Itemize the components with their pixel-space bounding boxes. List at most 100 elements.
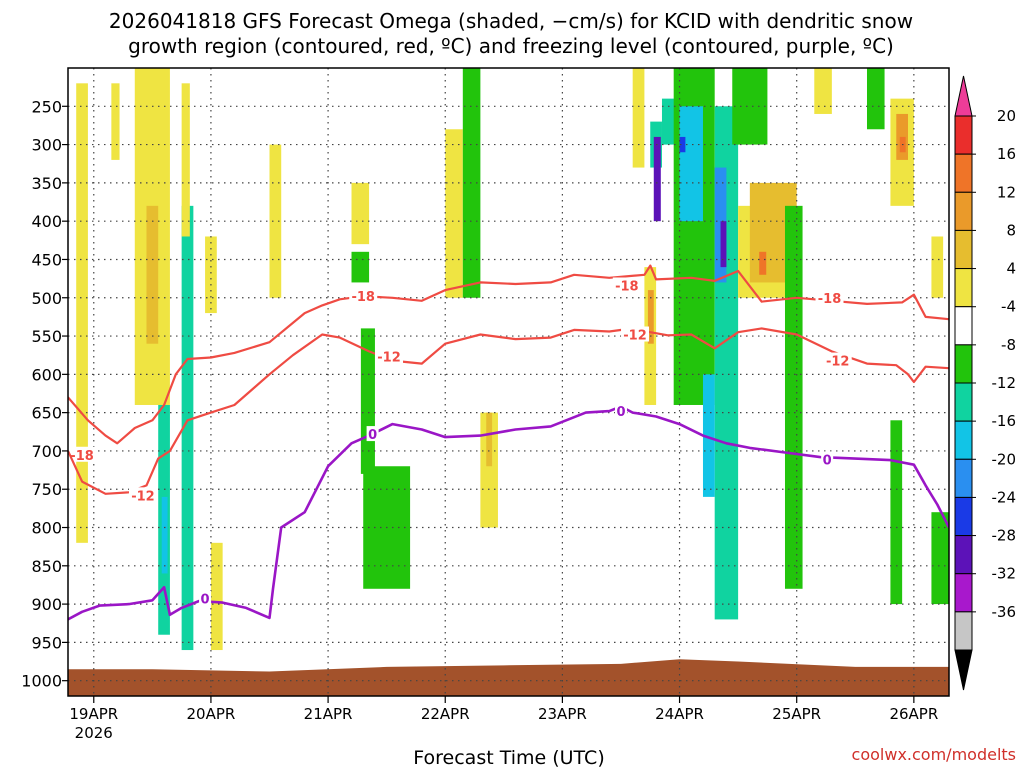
y-tick-label: 900	[31, 595, 62, 614]
omega-cell	[181, 83, 190, 237]
colorbar-label: 16	[997, 145, 1016, 163]
omega-shading	[68, 68, 949, 696]
y-tick-label: 500	[31, 289, 62, 308]
colorbar-segment	[954, 191, 973, 231]
colorbar-label: 20	[997, 107, 1016, 125]
omega-cell	[931, 512, 949, 605]
colorbar-segment	[954, 268, 973, 308]
x-tick-label: 23APR	[538, 705, 587, 723]
omega-cell	[351, 182, 370, 245]
omega-cell	[653, 136, 661, 222]
colorbar: 20 16 12 8 4 -4 -8 -12 -16 -20 -24 -28 -32 -36	[954, 75, 1017, 691]
y-tick-label: 250	[31, 97, 62, 116]
contours: -18 -18 -18 -18 -12 -12 -12 -12 0 0 0 0	[68, 264, 949, 621]
ground-surface	[68, 659, 949, 696]
y-tick-label: 650	[31, 404, 62, 423]
colorbar-segment	[954, 611, 973, 651]
contour-label: -12	[623, 329, 647, 344]
contour-label: 0	[201, 593, 210, 608]
y-tick-label: 450	[31, 250, 62, 269]
omega-cell	[351, 251, 370, 283]
omega-cell	[732, 68, 768, 145]
x-tick-label: 19APR	[69, 705, 118, 723]
contour-label-bg	[621, 326, 650, 342]
colorbar-label: -20	[992, 450, 1017, 468]
y-tick-label: 750	[31, 480, 62, 499]
contour-line	[68, 327, 949, 495]
x-tick-label: 22APR	[421, 705, 470, 723]
colorbar-top-arrow	[954, 75, 973, 117]
x-tick-label: 25APR	[772, 705, 821, 723]
colorbar-label: -36	[992, 603, 1017, 621]
colorbar-label: -32	[992, 565, 1017, 583]
omega-cell	[111, 83, 120, 160]
omega-cell	[931, 236, 944, 298]
x-tick-label: 24APR	[655, 705, 704, 723]
contour-label-bg	[612, 277, 641, 293]
contour-label-bg	[815, 289, 844, 305]
colorbar-label: -4	[1001, 298, 1016, 316]
x-axis-label: Forecast Time (UTC)	[413, 747, 604, 768]
omega-cell	[702, 374, 715, 497]
colorbar-label: -12	[992, 374, 1017, 392]
colorbar-bottom-arrow	[954, 649, 973, 691]
contour-label: 0	[368, 428, 377, 443]
x-tick-year: 2026	[75, 724, 113, 742]
omega-cell	[814, 68, 832, 114]
contour-line	[68, 405, 949, 621]
omega-cell	[784, 205, 803, 589]
omega-cell	[480, 412, 498, 528]
omega-cell	[759, 251, 767, 275]
colorbar-segment	[954, 458, 973, 498]
y-tick-label: 600	[31, 365, 62, 384]
omega-cell	[269, 144, 282, 298]
y-tick-label: 950	[31, 633, 62, 652]
y-tick-label: 800	[31, 519, 62, 538]
colorbar-label: 12	[997, 183, 1016, 201]
colorbar-segment	[954, 344, 973, 384]
contour-label: -18	[351, 290, 375, 305]
colorbar-segment	[954, 535, 973, 575]
x-tick-label: 26APR	[889, 705, 938, 723]
colorbar-label: -24	[992, 488, 1017, 506]
contour-label-bg	[823, 352, 852, 368]
colorbar-segment	[954, 115, 973, 155]
x-tick-label: 21APR	[304, 705, 353, 723]
contour-label-bg	[375, 348, 404, 364]
omega-cell	[161, 496, 168, 574]
omega-cell	[445, 129, 463, 298]
chart-title: 2026041818 GFS Forecast Omega (shaded, −…	[109, 9, 913, 58]
chart-title-line-2: growth region (contoured, red, ºC) and f…	[128, 34, 894, 58]
plot-frame	[67, 67, 950, 697]
y-tick-label: 1000	[21, 672, 62, 691]
credit-link[interactable]: coolwx.com/modelts	[852, 745, 1016, 764]
contour-label: -18	[818, 292, 842, 307]
contour-label: -12	[377, 351, 401, 366]
omega-cell	[632, 68, 645, 168]
colorbar-segment	[954, 496, 973, 537]
omega-cell	[866, 68, 885, 130]
contour-label-bg	[821, 451, 834, 467]
omega-cell	[146, 205, 159, 344]
colorbar-label: -28	[992, 527, 1017, 545]
omega-cell	[76, 83, 88, 543]
omega-cell	[205, 236, 217, 314]
colorbar-segment	[954, 153, 973, 193]
colorbar-segment	[954, 573, 973, 613]
chart-title-line-1: 2026041818 GFS Forecast Omega (shaded, −…	[109, 9, 913, 33]
omega-cell	[647, 290, 654, 344]
x-tick-label: 20APR	[187, 705, 236, 723]
contour-label: -18	[70, 449, 94, 464]
omega-cell	[679, 106, 703, 222]
contour-label-bg	[366, 426, 379, 442]
contour-line	[68, 264, 949, 445]
colorbar-label: 8	[1006, 221, 1016, 239]
colorbar-label: -16	[992, 412, 1017, 430]
contour-label-bg	[68, 446, 97, 462]
colorbar-segment	[954, 306, 973, 346]
y-tick-label: 700	[31, 442, 62, 461]
y-tick-label: 300	[31, 136, 62, 155]
y-axis-pressure: 250 300 350 400 450 500 550 600 650 700 750 800 850 9…	[21, 97, 68, 691]
